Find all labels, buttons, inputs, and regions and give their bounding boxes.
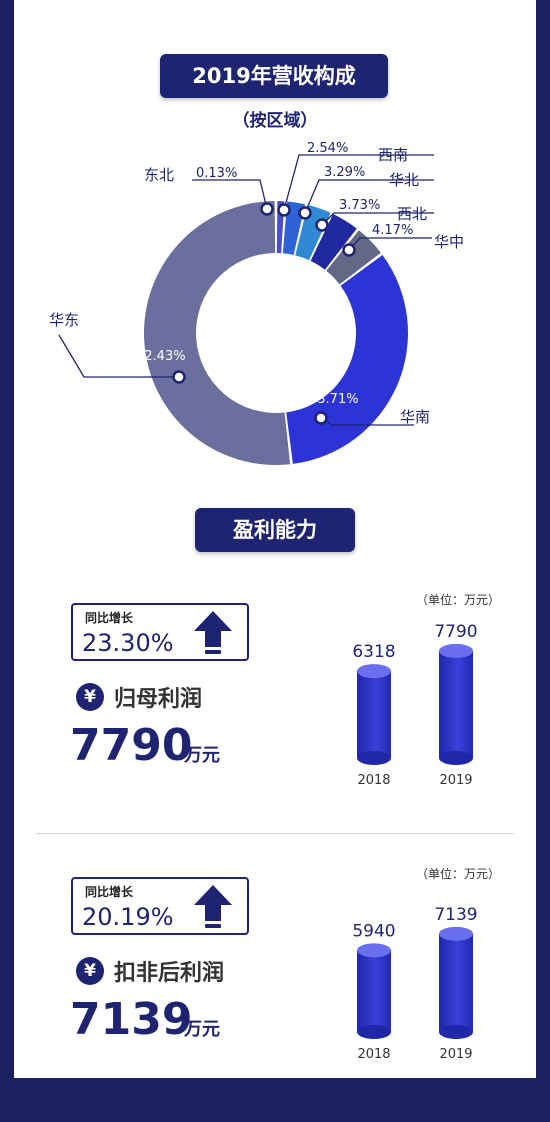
- donut-slice-华中: [326, 230, 381, 285]
- net-profit-yoy-box: 同比增长 23.30%: [71, 603, 249, 661]
- callout-line-华东: [58, 334, 179, 378]
- net-profit-unit: 万元: [184, 745, 220, 766]
- arrow-up-icon: [194, 885, 232, 928]
- net-profit-block: 同比增长 23.30% ¥ 归母利润 7790 万元 （单位：万元） 6318 2…: [14, 593, 536, 848]
- donut-labels: 0.13% 东北 2.54% 西南 3.29% 华北 3.73% 西北4.17% 华中 33.71…: [49, 141, 464, 426]
- callout-line-东北: [192, 179, 268, 210]
- bar-2018: [357, 943, 391, 1039]
- slice-percent-label: 2.54%: [307, 141, 348, 156]
- bar-category-label: 2018: [357, 1047, 390, 1062]
- callout-dot-西北: [315, 218, 329, 232]
- callout-line-华中: [348, 237, 432, 251]
- metric-name: 归母利润: [114, 687, 203, 712]
- bar-value-label: 6318: [352, 642, 395, 662]
- yoy-value: 20.19%: [82, 903, 174, 931]
- deducted-profit-block: 同比增长 20.19% ¥ 扣非后利润 7139 万元 （单位：万元） 5940…: [14, 867, 536, 1122]
- bar-value-label: 7790: [434, 622, 477, 642]
- profit-section-title: 盈利能力: [195, 508, 355, 552]
- yoy-value: 23.30%: [82, 629, 174, 657]
- callout-dot-华北: [298, 206, 312, 220]
- unit-note: （单位：万元）: [415, 867, 500, 881]
- net-profit-bar-chart: 6318 2018 7790 2019: [352, 622, 477, 788]
- slice-name-label: 西南: [378, 146, 408, 164]
- infographic-page: 2019年营收构成 （按区域） 0.13% 东北 2.54% 西南 3.29% 华北 3.7…: [14, 0, 536, 1078]
- callout-line-西南: [283, 154, 434, 211]
- callout-line-西北: [321, 212, 434, 226]
- bar-2019: [439, 643, 473, 765]
- slice-percent-label: 3.73%: [339, 198, 380, 213]
- donut-slices: [144, 201, 409, 465]
- section-divider: [36, 833, 514, 834]
- slice-percent-label: 0.13%: [196, 166, 237, 181]
- arrow-up-icon: [194, 611, 232, 654]
- unit-note: （单位：万元）: [415, 593, 500, 607]
- donut-slice-华南: [286, 255, 409, 464]
- deducted-profit-unit: 万元: [184, 1019, 220, 1040]
- yoy-label: 同比增长: [85, 885, 134, 899]
- yoy-label: 同比增长: [85, 611, 134, 625]
- donut-slice-西北: [310, 213, 357, 270]
- revenue-section-subtitle: （按区域）: [232, 111, 318, 131]
- slice-percent-label: 52.43%: [136, 349, 186, 364]
- revenue-section-title: 2019年营收构成: [160, 54, 388, 98]
- callout-dot-华东: [172, 370, 186, 384]
- deducted-profit-yoy-box: 同比增长 20.19%: [71, 877, 249, 935]
- slice-name-label: 华北: [389, 171, 419, 189]
- callout-dot-东北: [260, 202, 274, 216]
- slice-name-label: 华南: [400, 408, 430, 426]
- callout-dot-华中: [342, 243, 356, 257]
- slice-name-label: 华中: [434, 233, 464, 251]
- callout-dot-华南: [314, 411, 328, 425]
- bar-category-label: 2019: [439, 773, 472, 788]
- slice-percent-label: 33.71%: [309, 392, 359, 407]
- slice-percent-label: 4.17%: [372, 223, 413, 238]
- yen-icon: ¥: [76, 683, 104, 711]
- net-profit-value: 7790: [70, 720, 193, 771]
- bar-value-label: 7139: [434, 905, 477, 925]
- slice-name-label: 东北: [144, 166, 174, 184]
- yen-icon: ¥: [76, 957, 104, 985]
- slice-percent-label: 3.29%: [324, 165, 365, 180]
- donut-slice-华东: [144, 201, 291, 465]
- deducted-profit-bar-chart: 5940 2018 7139 2019: [352, 905, 477, 1062]
- metric-name: 扣非后利润: [114, 961, 225, 986]
- revenue-donut-chart: 0.13% 东北 2.54% 西南 3.29% 华北 3.73% 西北4.17% 华中 33.71…: [49, 141, 464, 465]
- callout-dot-西南: [277, 203, 291, 217]
- bar-2019: [439, 926, 473, 1039]
- callout-line-华北: [304, 179, 434, 214]
- bar-category-label: 2018: [357, 773, 390, 788]
- bar-2018: [357, 664, 391, 765]
- deducted-profit-value: 7139: [70, 994, 193, 1045]
- slice-name-label: 华东: [49, 311, 79, 329]
- bar-category-label: 2019: [439, 1047, 472, 1062]
- bar-value-label: 5940: [352, 921, 395, 941]
- slice-name-label: 西北: [397, 205, 427, 223]
